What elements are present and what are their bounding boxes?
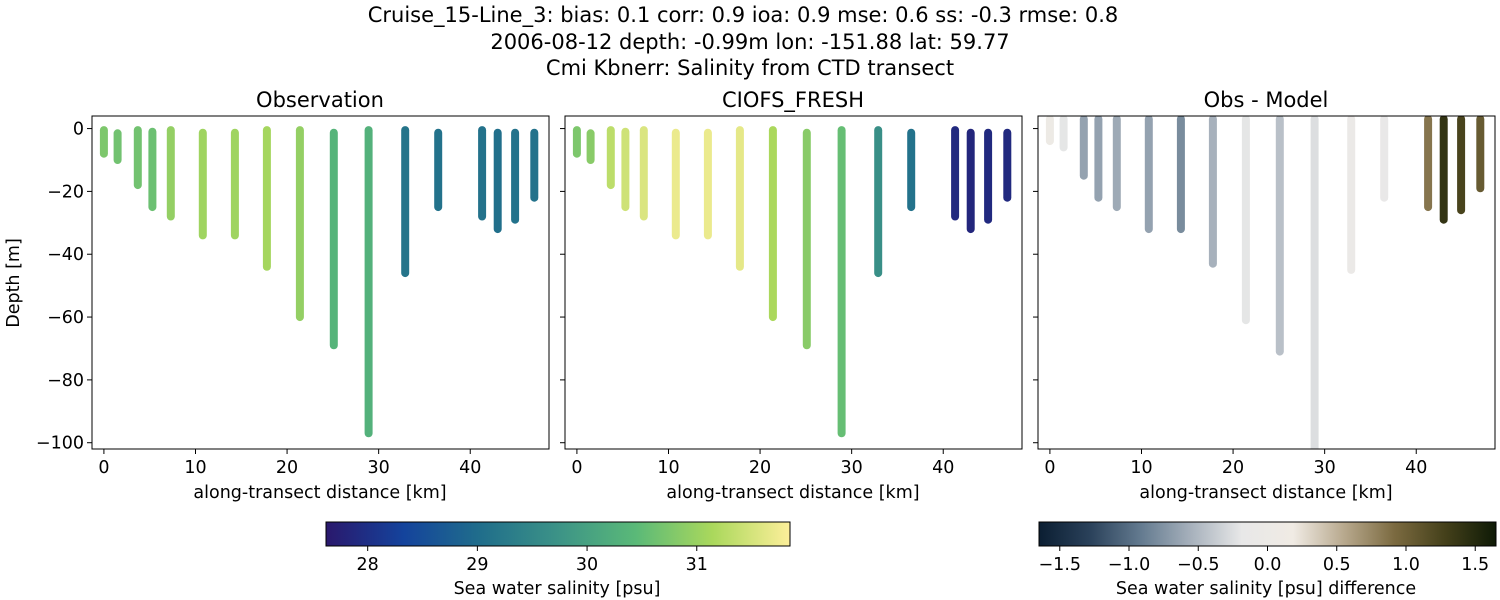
difference-colorbar: −1.5 −1.0 −0.5 0.0 0.5 1.0 1.5 Sea water salin… <box>1038 521 1497 599</box>
y-tick-label: −60 <box>47 308 84 328</box>
ciofs-fresh-panel: CIOFS_FRESH 0 10 20 30 40 along-transect dis… <box>560 88 1023 503</box>
colorbar-tick-label: 1.5 <box>1461 555 1489 575</box>
obs-minus-model-panel: Obs - Model 0 10 20 30 40 along-transect dis… <box>1033 88 1496 503</box>
figure-title-line-2: 2006-08-12 depth: -0.99m lon: -151.88 la… <box>490 30 1009 54</box>
difference-colorbar-ticks: −1.5 −1.0 −0.5 0.0 0.5 1.0 1.5 <box>1039 546 1489 575</box>
x-tick-label: 0 <box>1044 458 1055 478</box>
ciofs-fresh-ticks: 0 10 20 30 40 <box>560 128 954 478</box>
salinity-colorbar-ticks: 28 29 30 31 <box>357 546 708 575</box>
y-axis-label: Depth [m] <box>4 238 24 328</box>
x-tick-label: 20 <box>1222 458 1244 478</box>
observation-x-axis-label: along-transect distance [km] <box>193 483 446 503</box>
difference-colorbar-label: Sea water salinity [psu] difference <box>1116 579 1416 599</box>
x-tick-label: 20 <box>276 458 298 478</box>
salinity-colorbar: 28 29 30 31 Sea water salinity [psu] <box>325 521 791 599</box>
obs-minus-model-ticks: 0 10 20 30 40 <box>1033 128 1427 478</box>
obs-minus-model-panel-title: Obs - Model <box>1204 88 1329 112</box>
salinity-colorbar-label: Sea water salinity [psu] <box>454 579 661 599</box>
x-tick-label: 10 <box>184 458 206 478</box>
y-tick-label: −80 <box>47 371 84 391</box>
colorbar-tick-label: −1.5 <box>1039 555 1082 575</box>
salinity-colorbar-gradient <box>325 521 791 547</box>
colorbar-tick-label: 31 <box>686 555 708 575</box>
colorbar-tick-label: 28 <box>357 555 379 575</box>
x-tick-label: 0 <box>98 458 109 478</box>
figure-title-line-3: Cmi Kbnerr: Salinity from CTD transect <box>546 56 954 80</box>
observation-marks <box>99 126 539 438</box>
colorbar-tick-label: −1.0 <box>1108 555 1151 575</box>
observation-axes-frame <box>91 115 550 450</box>
ciofs-fresh-axes-frame <box>564 115 1023 450</box>
observation-panel-title: Observation <box>256 88 384 112</box>
y-tick-label: −100 <box>36 434 84 454</box>
colorbar-tick-label: 0.0 <box>1254 555 1282 575</box>
x-tick-label: 30 <box>1314 458 1336 478</box>
colorbar-tick-label: 29 <box>466 555 488 575</box>
obs-minus-model-x-axis-label: along-transect distance [km] <box>1139 483 1392 503</box>
colorbar-tick-label: −0.5 <box>1177 555 1220 575</box>
colorbar-tick-label: 0.5 <box>1323 555 1351 575</box>
obs-minus-model-marks <box>1045 116 1485 449</box>
difference-colorbar-gradient <box>1038 521 1497 547</box>
y-tick-label: 0 <box>73 120 84 140</box>
x-tick-label: 30 <box>841 458 863 478</box>
y-tick-label: −20 <box>47 182 84 202</box>
colorbar-tick-label: 1.0 <box>1392 555 1420 575</box>
x-tick-label: 30 <box>368 458 390 478</box>
ciofs-fresh-marks <box>572 126 1012 438</box>
x-tick-label: 10 <box>1130 458 1152 478</box>
ciofs-fresh-panel-title: CIOFS_FRESH <box>722 88 864 113</box>
x-tick-label: 0 <box>571 458 582 478</box>
x-tick-label: 40 <box>1405 458 1427 478</box>
x-tick-label: 40 <box>932 458 954 478</box>
x-tick-label: 40 <box>459 458 481 478</box>
figure-title-line-1: Cruise_15-Line_3: bias: 0.1 corr: 0.9 io… <box>368 3 1119 28</box>
y-tick-label: −40 <box>47 245 84 265</box>
colorbar-tick-label: 30 <box>576 555 598 575</box>
ciofs-fresh-x-axis-label: along-transect distance [km] <box>666 483 919 503</box>
observation-panel: Observation 0 10 20 30 40 0 −20 −40 −60 −80 −100 a… <box>4 88 550 503</box>
observation-ticks: 0 10 20 30 40 0 −20 −40 −60 −80 −100 <box>36 120 481 478</box>
obs-minus-model-axes-frame <box>1037 115 1496 450</box>
x-tick-label: 20 <box>749 458 771 478</box>
x-tick-label: 10 <box>657 458 679 478</box>
